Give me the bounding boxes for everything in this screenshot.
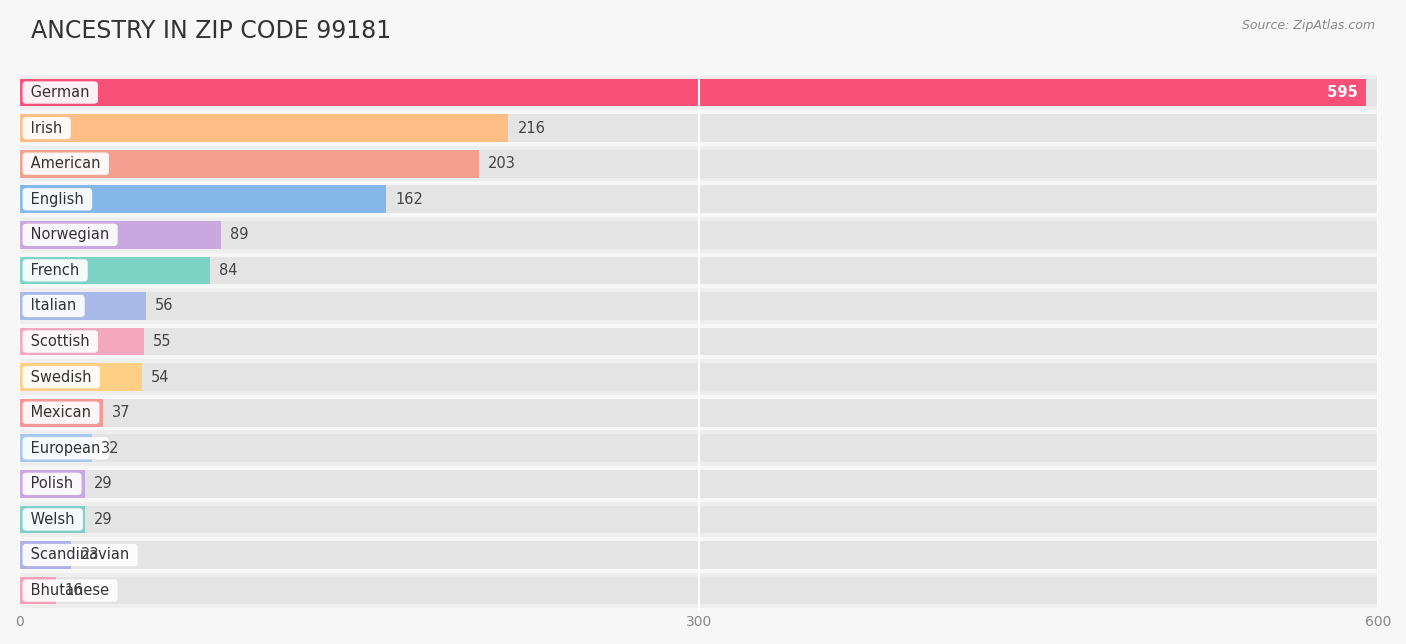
Text: 29: 29 (94, 477, 112, 491)
Bar (20, 292, 146, 320)
Text: ANCESTRY IN ZIP CODE 99181: ANCESTRY IN ZIP CODE 99181 (31, 19, 391, 43)
Bar (20, 150, 1378, 178)
Bar (20, 256, 1378, 284)
Text: 37: 37 (112, 405, 131, 420)
Bar (20, 146, 1378, 182)
Bar (20, 217, 1378, 252)
Text: English: English (27, 192, 89, 207)
Bar (20, 363, 142, 391)
Text: American: American (27, 156, 105, 171)
Text: French: French (27, 263, 84, 278)
Text: German: German (27, 85, 94, 100)
Bar (20, 541, 1378, 569)
Text: 162: 162 (395, 192, 423, 207)
Bar (20, 221, 1378, 249)
Bar (20, 79, 1367, 106)
Text: 32: 32 (101, 440, 120, 456)
Bar (20, 221, 221, 249)
Bar (20, 79, 1378, 106)
Bar (20, 435, 1378, 462)
Text: 55: 55 (153, 334, 172, 349)
Bar (20, 395, 1378, 430)
Bar (20, 292, 1378, 320)
Text: 216: 216 (517, 120, 546, 136)
Text: 89: 89 (231, 227, 249, 242)
Bar (20, 114, 509, 142)
Bar (20, 399, 1378, 426)
Bar (20, 185, 1378, 213)
Text: Mexican: Mexican (27, 405, 96, 420)
Text: Bhutanese: Bhutanese (27, 583, 114, 598)
Bar (20, 288, 1378, 324)
Text: 16: 16 (65, 583, 83, 598)
Text: Source: ZipAtlas.com: Source: ZipAtlas.com (1241, 19, 1375, 32)
Bar (20, 470, 84, 498)
Text: 29: 29 (94, 512, 112, 527)
Text: Scottish: Scottish (27, 334, 94, 349)
Bar (20, 182, 1378, 217)
Text: 84: 84 (218, 263, 238, 278)
Text: 56: 56 (155, 298, 174, 314)
Bar (20, 576, 56, 605)
Text: 595: 595 (1322, 85, 1357, 100)
Text: 54: 54 (150, 370, 169, 384)
Text: Polish: Polish (27, 477, 77, 491)
Text: Swedish: Swedish (27, 370, 96, 384)
Bar (20, 252, 1378, 288)
Bar (20, 328, 143, 355)
Bar (20, 399, 103, 426)
Bar (20, 324, 1378, 359)
Bar (20, 430, 1378, 466)
Bar (20, 114, 1378, 142)
Bar (20, 185, 387, 213)
Bar (20, 256, 209, 284)
Bar (20, 537, 1378, 573)
Bar (20, 359, 1378, 395)
Text: Irish: Irish (27, 120, 67, 136)
Bar (20, 470, 1378, 498)
Bar (20, 506, 84, 533)
Bar (20, 541, 72, 569)
Bar (20, 435, 91, 462)
Bar (20, 502, 1378, 537)
Bar (20, 110, 1378, 146)
Bar (20, 75, 1378, 110)
Bar (20, 363, 1378, 391)
Bar (20, 150, 479, 178)
Text: European: European (27, 440, 105, 456)
Text: 203: 203 (488, 156, 516, 171)
Bar (20, 506, 1378, 533)
Bar (20, 573, 1378, 609)
Text: 23: 23 (80, 547, 98, 562)
Text: Scandinavian: Scandinavian (27, 547, 134, 562)
Text: Norwegian: Norwegian (27, 227, 114, 242)
Bar (20, 328, 1378, 355)
Bar (20, 466, 1378, 502)
Bar (20, 576, 1378, 605)
Text: Italian: Italian (27, 298, 82, 314)
Text: Welsh: Welsh (27, 512, 79, 527)
